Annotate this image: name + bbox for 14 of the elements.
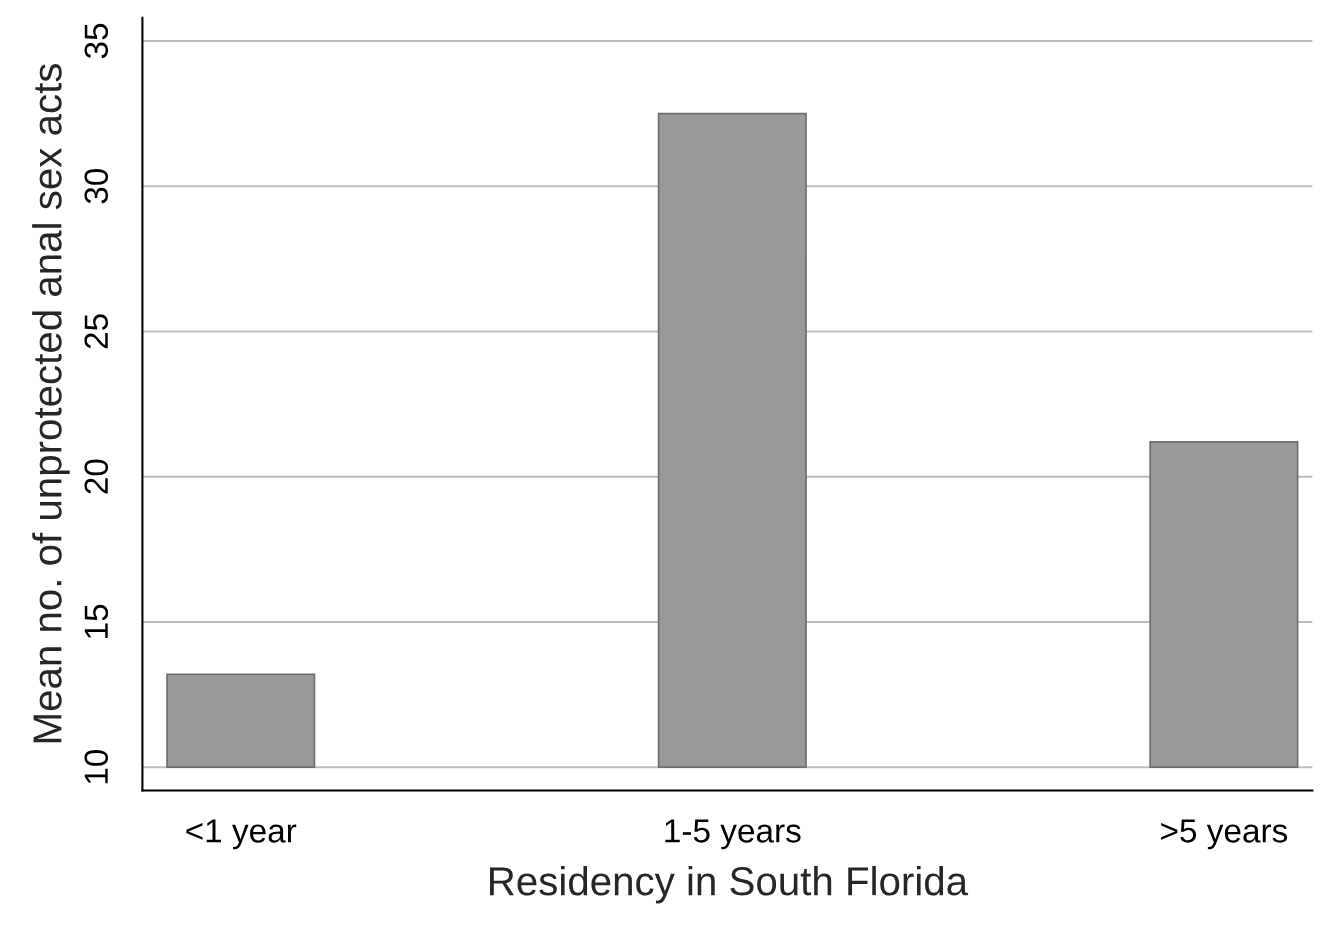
x-tick-label: 1-5 years [665, 819, 801, 850]
x-tick-label: <1 year [186, 819, 297, 850]
bar [657, 112, 807, 769]
y-tick-label: 10 [84, 749, 109, 784]
y-tick-label: 25 [84, 314, 109, 349]
y-tick-label: 35 [84, 23, 109, 59]
y-tick-label: 15 [84, 604, 109, 638]
y-axis-title: Mean no. of unprotected anal sex acts [32, 64, 70, 743]
x-axis-title: Residency in South Florida [490, 865, 969, 904]
x-tick-label: >5 years [1161, 819, 1288, 850]
y-tick-label: 20 [84, 459, 109, 494]
bar [166, 673, 316, 769]
y-tick-label: 30 [84, 168, 109, 204]
bar [1149, 440, 1299, 769]
